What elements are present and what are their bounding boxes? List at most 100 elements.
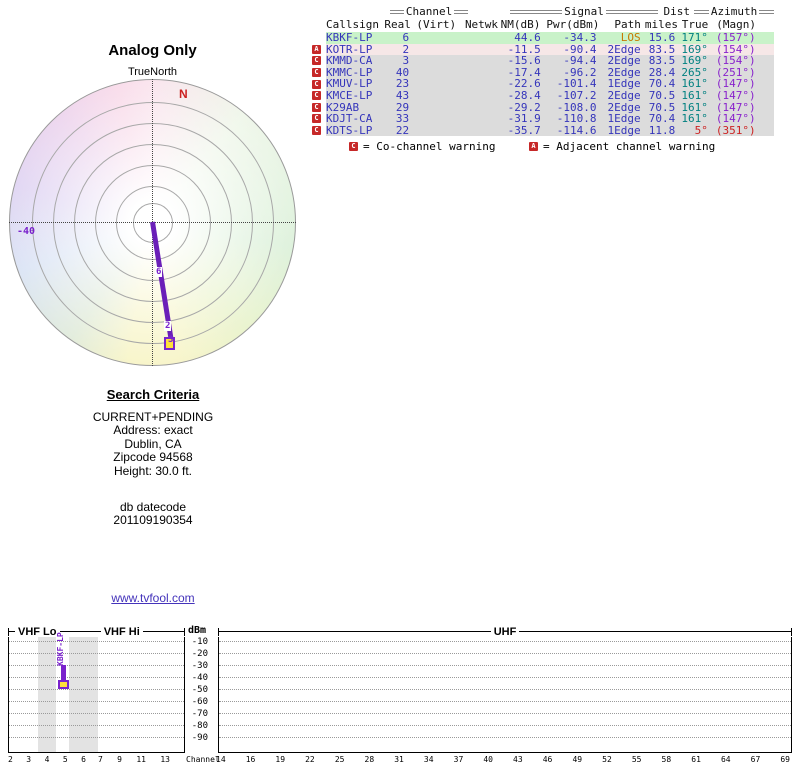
radar-channel-label: 3	[168, 335, 174, 345]
table-row[interactable]: C KMUV-LP 23 -22.6 -101.4 1Edge 70.4 161…	[312, 78, 794, 90]
cell-azimuth-magn: (147°)	[715, 112, 756, 126]
cell-nm: -35.7	[507, 123, 541, 137]
cell-virt	[418, 90, 462, 102]
y-tick: -60	[191, 697, 208, 707]
channel-tick: 6	[81, 755, 86, 764]
tvfool-link[interactable]: www.tvfool.com	[111, 591, 195, 605]
channel-tick: 14	[216, 755, 226, 764]
cell-real: 6	[402, 31, 410, 44]
vhf-section-bracket: VHF Lo VHF Hi	[8, 626, 185, 638]
signal-bar	[61, 665, 66, 682]
table-row[interactable]: C KMCE-LP 43 -28.4 -107.2 2Edge 70.5 161…	[312, 90, 794, 102]
channel-tick: 28	[364, 755, 375, 764]
channel-tick: 67	[750, 755, 761, 764]
cell-real: 23	[395, 77, 410, 91]
cell-callsign: KMCE-LP	[326, 88, 373, 102]
col-azimuth-true: True	[681, 18, 709, 32]
search-line: Dublin, CA	[124, 436, 182, 451]
channel-tick: 61	[691, 755, 701, 764]
table-row[interactable]: C K29AB 29 -29.2 -108.0 2Edge 70.5 161° …	[312, 100, 794, 114]
cell-virt	[418, 125, 462, 137]
table-row[interactable]: C KDTS-LP 22 -35.7 -114.6 1Edge 11.8 5° …	[312, 125, 794, 137]
channel-tick: 31	[394, 755, 404, 764]
uhf-section-bracket: UHF	[218, 625, 793, 638]
cell-virt	[418, 55, 462, 67]
cell-azimuth-true: 5°	[694, 123, 708, 137]
cell-path: 2Edge	[607, 88, 641, 102]
channel-tick: 25	[334, 755, 345, 764]
cell-netwk	[462, 113, 502, 125]
cell-path: 1Edge	[607, 123, 641, 137]
channel-tick: 19	[275, 755, 286, 764]
gridline	[9, 737, 184, 738]
co-channel-warning-label: = Co-channel warning	[363, 140, 496, 154]
cell-miles: 11.8	[648, 123, 676, 137]
channel-tick: 58	[661, 755, 672, 764]
channel-tick: 64	[720, 755, 731, 764]
datecode-label: db datecode	[119, 499, 187, 514]
table-row[interactable]: C KMMC-LP 40 -17.4 -96.2 2Edge 28.4 265°…	[312, 67, 794, 79]
channel-tick: 9	[117, 755, 122, 764]
table-row[interactable]: A KOTR-LP 2 -11.5 -90.4 2Edge 83.5 169° …	[312, 42, 794, 56]
signal-bar-marker	[58, 680, 69, 689]
adjacent-warning-label: = Adjacent channel warning	[543, 140, 716, 154]
cell-real: 40	[395, 65, 410, 79]
cell-azimuth-true: 171°	[681, 31, 708, 44]
cell-pwr: -107.2	[556, 88, 597, 102]
uhf-channel-ticks: 14 16 19 22 25 28 31 34 37 40 43 46 49 5…	[216, 755, 790, 764]
gridline	[9, 701, 184, 702]
ring-scale-label: -40	[17, 226, 36, 237]
radar-plot: N -40 6 2 3	[9, 79, 296, 366]
cell-path: 1Edge	[607, 112, 641, 126]
col-azimuth-magn: (Magn)	[716, 18, 756, 32]
cell-azimuth-magn: (157°)	[715, 31, 756, 44]
gridline	[9, 641, 184, 642]
cell-real: 33	[395, 112, 410, 126]
cell-netwk	[462, 67, 502, 79]
cell-virt	[418, 67, 462, 79]
warning-legend: C = Co-channel warning A = Adjacent chan…	[312, 140, 794, 154]
cell-nm: -11.5	[507, 42, 541, 56]
table-row[interactable]: C KDJT-CA 33 -31.9 -110.8 1Edge 70.4 161…	[312, 113, 794, 125]
channel-tick: 3	[26, 755, 32, 764]
cell-virt	[418, 32, 462, 44]
search-line: Height: 30.0 ft.	[113, 463, 193, 478]
cell-azimuth-true: 161°	[681, 100, 708, 114]
cell-virt	[418, 78, 462, 90]
cell-netwk	[462, 78, 502, 90]
vhf-plot-area	[8, 637, 185, 753]
co-channel-warning-icon: C	[312, 114, 321, 124]
cell-miles: 70.4	[648, 112, 676, 126]
signal-group-header: Signal	[510, 6, 658, 18]
co-channel-warning-icon: C	[312, 56, 321, 66]
cell-azimuth-magn: (154°)	[715, 54, 756, 68]
cell-azimuth-true: 161°	[681, 77, 708, 91]
cell-nm: -17.4	[507, 65, 541, 79]
cell-callsign: KMUV-LP	[326, 77, 373, 91]
cell-netwk	[462, 44, 502, 56]
y-tick: -70	[191, 709, 208, 719]
uhf-label: UHF	[493, 625, 517, 638]
cell-azimuth-true: 161°	[681, 112, 708, 126]
col-callsign: Callsign	[326, 18, 379, 32]
channel-tick: 13	[160, 755, 170, 764]
cell-path: 2Edge	[607, 54, 641, 68]
table-row[interactable]: C KMMD-CA 3 -15.6 -94.4 2Edge 83.5 169° …	[312, 55, 794, 67]
cell-miles: 70.5	[648, 100, 676, 114]
search-line: CURRENT+PENDING	[92, 409, 214, 424]
cell-netwk	[462, 90, 502, 102]
cell-path: 2Edge	[607, 65, 641, 79]
cell-virt	[418, 102, 462, 114]
gridline	[219, 689, 791, 690]
channel-axis-label: Channel	[186, 755, 220, 764]
cell-path: 2Edge	[607, 42, 641, 56]
cell-callsign: KMMD-CA	[326, 54, 373, 68]
cell-netwk	[462, 32, 502, 44]
col-real: Real	[384, 18, 411, 32]
table-row[interactable]: KBKF-LP 6 44.6 -34.3 LOS 15.6 171° (157°…	[312, 32, 794, 44]
cell-callsign: KMMC-LP	[326, 65, 373, 79]
gridline	[9, 665, 184, 666]
co-channel-warning-icon: C	[312, 91, 321, 101]
gridline	[219, 641, 791, 642]
